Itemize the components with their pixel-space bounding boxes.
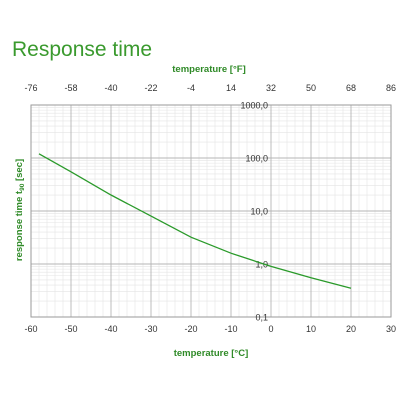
x2-tick-label: 86	[386, 83, 396, 93]
plot-frame	[30, 104, 392, 318]
x2-tick-label: -4	[187, 83, 195, 93]
x2-tick-label: 32	[266, 83, 276, 93]
x-tick-label: -10	[224, 324, 237, 334]
x2-tick-label: 14	[226, 83, 236, 93]
x2-tick-label: -22	[144, 83, 157, 93]
x2-tick-label: -58	[64, 83, 77, 93]
x2-axis-label: temperature [°F]	[172, 64, 245, 75]
x2-tick-label: 50	[306, 83, 316, 93]
y-tick-label: 1,0	[255, 260, 268, 270]
x2-tick-label: 68	[346, 83, 356, 93]
y-axis-label: response time t90 [sec]	[14, 159, 26, 261]
x-tick-label: 0	[268, 324, 273, 334]
x-tick-label: -20	[184, 324, 197, 334]
y-tick-label: 10,0	[250, 207, 268, 217]
x-tick-label: 10	[306, 324, 316, 334]
response-time-line	[38, 153, 352, 289]
x-tick-label: 30	[386, 324, 396, 334]
y-tick-label: 0,1	[255, 313, 268, 323]
x-tick-label: -50	[64, 324, 77, 334]
x-tick-label: 20	[346, 324, 356, 334]
y-tick-label: 100,0	[245, 154, 268, 164]
x2-tick-label: -76	[24, 83, 37, 93]
y-tick-label: 1000,0	[240, 101, 268, 111]
x-tick-label: -60	[24, 324, 37, 334]
x-tick-label: -40	[104, 324, 117, 334]
x2-tick-label: -40	[104, 83, 117, 93]
chart-title: Response time	[12, 38, 152, 61]
x-axis-label: temperature [°C]	[174, 348, 249, 359]
x-tick-label: -30	[144, 324, 157, 334]
